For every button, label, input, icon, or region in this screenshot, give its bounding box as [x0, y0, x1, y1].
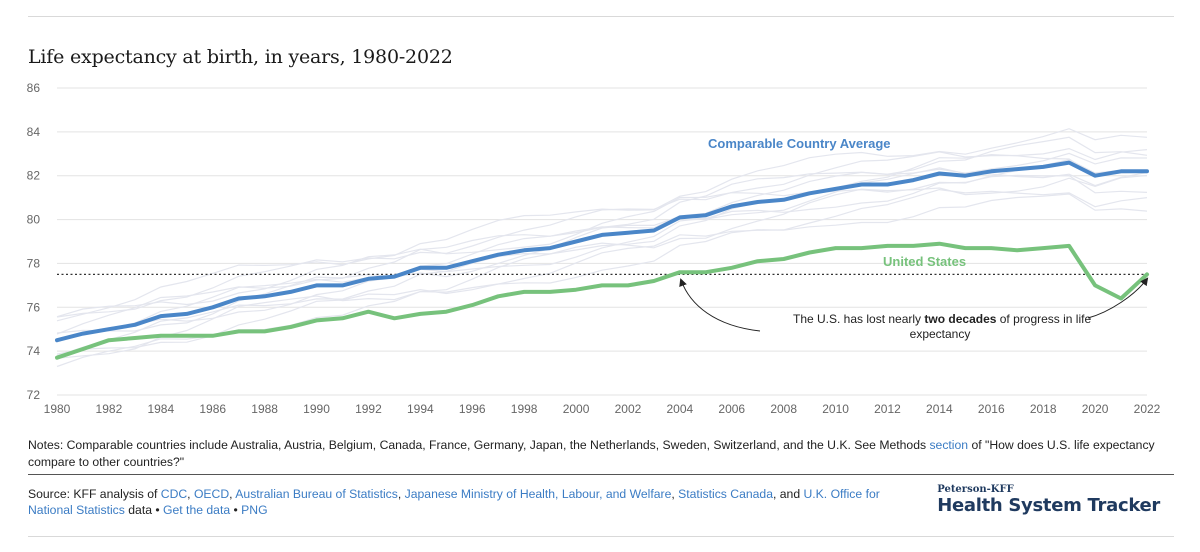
x-tick-label: 2000 [563, 402, 590, 416]
y-tick-label: 86 [27, 81, 41, 95]
source-sep: , [229, 487, 236, 501]
x-tick-label: 2016 [978, 402, 1005, 416]
notes-suffix: of "How does U.S. life expectancy compar… [28, 438, 1155, 469]
x-tick-label: 2022 [1134, 402, 1161, 416]
x-tick-label: 1998 [511, 402, 538, 416]
background-country-line [56, 136, 1148, 335]
png-link[interactable]: PNG [241, 503, 268, 517]
y-tick-label: 84 [27, 125, 41, 139]
source-and: , and [772, 487, 804, 501]
us-series-line [55, 241, 1149, 360]
chart-title: Life expectancy at birth, in years, 1980… [28, 46, 453, 68]
x-tick-label: 2006 [718, 402, 745, 416]
grid-lines [57, 87, 1147, 396]
x-tick-label: 1984 [147, 402, 174, 416]
background-country-line [56, 174, 1148, 343]
x-tick-label: 1990 [303, 402, 330, 416]
x-tick-label: 1994 [407, 402, 434, 416]
series-lines [55, 160, 1149, 360]
annotation-arrow-right [1087, 277, 1149, 319]
source-link-abs[interactable]: Australian Bureau of Statistics [235, 487, 398, 501]
x-tick-label: 1986 [199, 402, 226, 416]
top-rule [28, 16, 1174, 17]
notes-prefix: Notes: Comparable countries include Aust… [28, 438, 930, 452]
chart-source: Source: KFF analysis of CDC, OECD, Austr… [28, 486, 908, 518]
source-sep: , [671, 487, 679, 501]
background-country-line [56, 128, 1148, 322]
background-country-line [56, 153, 1148, 318]
background-country-line [56, 147, 1148, 318]
annotation-after: of progress in life [996, 312, 1091, 326]
background-country-line [56, 159, 1148, 357]
annotation-arrow-left [679, 278, 761, 332]
source-link-japan-mhlw[interactable]: Japanese Ministry of Health, Labour, and… [404, 487, 672, 501]
background-country-line [56, 174, 1148, 359]
x-tick-label: 1992 [355, 402, 382, 416]
x-tick-label: 1988 [251, 402, 278, 416]
source-prefix: Source: KFF analysis of [28, 487, 161, 501]
y-axis: 72 74 76 78 80 82 84 86 [27, 81, 41, 402]
brand-small-text: Peterson-KFF [937, 484, 1014, 495]
y-tick-label: 74 [27, 344, 41, 358]
x-tick-label: 2002 [615, 402, 642, 416]
brand-logo: Peterson-KFF Health System Tracker [937, 484, 1160, 516]
x-axis: 1980 1982 1984 1986 1988 1990 1992 1994 1996 1998… [44, 402, 1161, 416]
x-tick-label: 2010 [822, 402, 849, 416]
x-tick-label: 1982 [96, 402, 123, 416]
x-tick-label: 1980 [44, 402, 71, 416]
source-link-cdc[interactable]: CDC [160, 487, 188, 501]
source-sep: , [397, 487, 405, 501]
source-link-oecd[interactable]: OECD [193, 487, 230, 501]
y-tick-label: 76 [27, 300, 41, 314]
chart-notes: Notes: Comparable countries include Aust… [28, 437, 1158, 471]
us-series-label: United States [883, 254, 966, 269]
source-link-uk-ons[interactable]: U.K. Office for National Statistics [28, 487, 880, 517]
avg-series-label: Comparable Country Average [708, 136, 891, 151]
annotation-line1: The U.S. has lost nearly two decades of … [793, 312, 1091, 326]
avg-series-line [55, 160, 1149, 343]
notes-section-link[interactable]: section [929, 438, 969, 452]
x-tick-label: 2008 [770, 402, 797, 416]
background-country-line [56, 188, 1148, 355]
x-tick-label: 2020 [1082, 402, 1109, 416]
brand-big-text: Health System Tracker [937, 495, 1160, 516]
mid-rule [28, 474, 1174, 475]
x-tick-label: 1996 [459, 402, 486, 416]
line-chart: 72 74 76 78 80 82 84 86 1980 1982 1984 1986 1988 199… [27, 81, 1161, 416]
x-tick-label: 2012 [874, 402, 901, 416]
source-bullet: • [230, 503, 242, 517]
bottom-rule [28, 536, 1174, 537]
annotation-bold: two decades [924, 312, 996, 326]
y-tick-label: 78 [27, 256, 41, 270]
source-sep: , [187, 487, 194, 501]
x-tick-label: 2004 [667, 402, 694, 416]
x-tick-label: 2014 [926, 402, 953, 416]
get-data-link[interactable]: Get the data [163, 503, 231, 517]
y-tick-label: 80 [27, 213, 41, 227]
background-country-line [56, 167, 1148, 334]
y-tick-label: 82 [27, 169, 41, 183]
annotation-before: The U.S. has lost nearly [793, 312, 924, 326]
y-tick-label: 72 [27, 388, 41, 402]
source-data-text: data • [124, 503, 164, 517]
annotation-line2: expectancy [910, 327, 971, 341]
source-link-statcan[interactable]: Statistics Canada [678, 487, 773, 501]
x-tick-label: 2018 [1030, 402, 1057, 416]
